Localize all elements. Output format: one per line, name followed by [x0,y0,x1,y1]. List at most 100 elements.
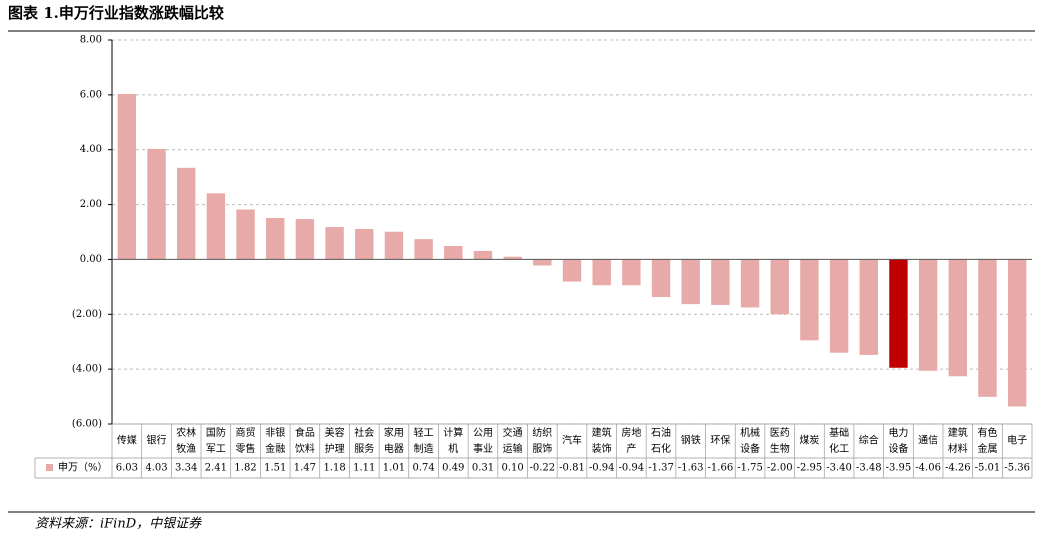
bar [800,259,819,341]
value-label: -1.66 [708,463,734,474]
value-label: 1.51 [264,463,286,474]
value-label: 6.03 [116,463,138,474]
value-label: 3.34 [175,463,197,474]
bar [889,259,908,368]
value-label: 1.11 [353,463,375,474]
x-tick-label: 房地产 [621,426,641,455]
x-tick-label: 电力设备 [888,426,908,455]
x-tick-label: 医药生物 [770,427,790,455]
x-tick-label: 建筑材料 [948,426,968,455]
bar [622,259,641,286]
bar [325,227,344,260]
value-label: 1.18 [323,463,345,474]
x-tick-label: 非银金融 [265,426,285,455]
x-tick-label: 计算机 [443,426,463,455]
source-note: 资料来源：iFinD，中银证券 [35,517,202,532]
y-tick-label: 0.00 [80,254,102,265]
value-label: -4.06 [915,463,941,474]
x-tick-label: 轻工制造 [414,426,434,455]
value-label: 0.10 [502,463,524,474]
bar [948,259,968,377]
value-label: -3.95 [886,463,912,474]
bar [384,231,404,260]
x-tick-label: 钢铁 [681,434,701,447]
y-tick-label: 8.00 [80,35,102,46]
value-label: 1.82 [234,463,256,474]
value-label: -3.40 [826,463,852,474]
bar [117,94,137,260]
x-tick-label: 石油石化 [651,426,671,455]
y-tick-label: (6.00) [72,419,102,430]
value-label: 4.03 [145,463,167,474]
bar [355,228,374,260]
x-tick-label: 商贸零售 [236,426,256,455]
bar [740,259,760,308]
bar [533,259,552,266]
y-tick-label: 4.00 [80,144,102,155]
bar [266,218,285,260]
bar [444,245,463,260]
x-tick-label: 国防军工 [206,426,226,455]
x-tick-label: 美容护理 [325,426,345,455]
value-label: -4.26 [945,463,971,474]
value-label: -0.81 [559,463,585,474]
value-label: 2.41 [205,463,227,474]
value-label: 1.01 [383,463,405,474]
bar [147,148,166,260]
bar [414,239,433,260]
value-label: -1.63 [678,463,704,474]
bar [1007,259,1027,407]
x-tick-label: 通信 [918,435,938,447]
x-tick-label: 食品饮料 [295,426,315,455]
bar [503,256,522,260]
x-tick-label: 汽车 [562,434,582,447]
x-tick-label: 建筑装饰 [592,426,612,455]
bar [859,259,878,355]
value-label: 0.49 [442,463,464,474]
bar [592,259,611,286]
x-tick-label: 煤炭 [799,434,819,447]
y-tick-label: 2.00 [80,199,102,210]
x-tick-label: 有色金属 [977,426,997,455]
x-tick-label: 基础化工 [829,426,849,455]
bar [176,167,196,260]
x-tick-label: 交通运输 [503,426,523,455]
x-tick-label: 机械设备 [740,426,760,455]
x-tick-label: 电子 [1007,434,1027,447]
legend-swatch [46,464,53,471]
value-label: -0.94 [589,463,615,474]
bar [206,193,226,260]
bar [770,259,789,315]
x-tick-label: 家用电器 [384,426,404,455]
value-label: -5.36 [1004,463,1030,474]
value-label: -5.01 [975,463,1001,474]
x-tick-label: 综合 [859,434,879,447]
y-tick-label: (2.00) [72,309,102,320]
bar [473,250,493,260]
value-label: -1.75 [737,463,763,474]
x-tick-label: 公用事业 [473,428,493,455]
x-tick-label: 纺织服饰 [532,426,552,455]
value-label: -1.37 [648,463,674,474]
value-label: 0.31 [472,463,494,474]
bar [295,219,315,260]
legend-label: 申万（%） [58,461,108,474]
chart-title: 图表 1.申万行业指数涨跌幅比较 [8,4,224,22]
bar [711,259,730,305]
x-tick-label: 环保 [710,434,730,447]
value-label: -2.00 [767,463,793,474]
bar [236,209,255,260]
bar [978,259,997,397]
x-tick-label: 社会服务 [354,426,374,455]
x-tick-label: 银行 [147,434,167,447]
value-label: -0.22 [529,463,555,474]
bar [829,259,849,353]
value-label: 0.74 [412,463,434,474]
x-tick-label: 农林牧渔 [176,426,196,455]
bar [918,259,938,371]
y-tick-label: (4.00) [72,364,102,375]
value-label: -3.48 [856,463,882,474]
bar [562,259,582,282]
value-label: 1.47 [294,463,316,474]
